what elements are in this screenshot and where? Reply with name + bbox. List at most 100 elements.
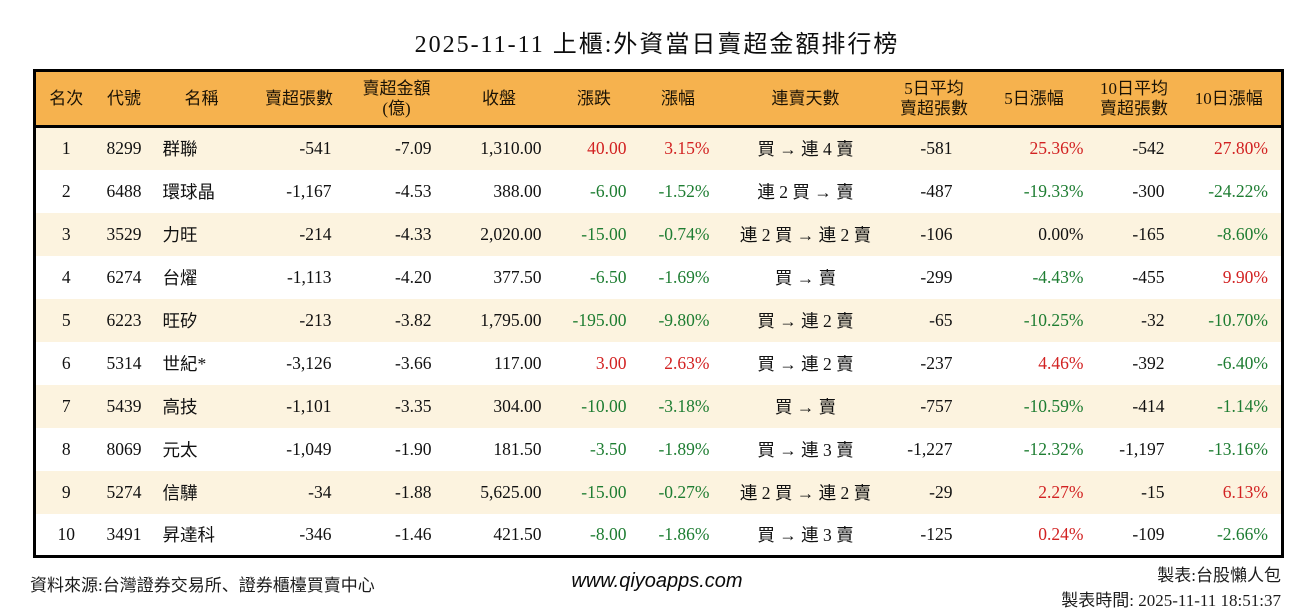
cell-code: 3529 [106,223,142,244]
cell-sell-volume: -214 [299,223,332,244]
cell-pct5: -19.33% [1023,180,1084,201]
cell-streak: 買 → 連 2 賣 [757,353,854,374]
cell-pct5: -4.43% [1032,266,1084,287]
cell-code: 5314 [106,352,142,373]
cell-streak: 買 → 連 4 賣 [757,139,854,160]
cell-change: 3.00 [595,352,627,373]
cell-name: 昇達科 [162,524,216,545]
cell-change: -6.00 [590,180,627,201]
cell-change-pct: -0.27% [658,481,710,502]
cell-change-pct: -0.74% [658,223,710,244]
cell-sell-amount: -3.66 [395,352,432,373]
col-rank: 名次 [34,70,97,128]
cell-pct5: 0.00% [1038,223,1084,244]
cell-change-pct: -1.89% [658,438,710,459]
cell-name: 旺矽 [162,310,198,331]
cell-pct5: 4.46% [1038,352,1084,373]
cell-close: 388.00 [493,180,542,201]
cell-name: 群聯 [162,139,198,160]
cell-avg5: -581 [920,138,953,159]
cell-pct10: -2.66% [1216,523,1268,544]
cell-avg10: -542 [1132,138,1165,159]
cell-sell-volume: -3,126 [286,352,332,373]
col-avg10: 10日平均 賣超張數 [1091,70,1177,128]
table-body: 1 8299 群聯 -541 -7.09 1,310.00 40.00 3.15… [34,126,1283,557]
col-pct10: 10日漲幅 [1176,70,1283,128]
cell-sell-volume: -1,113 [286,266,332,287]
table-header-row: 名次 代號 名稱 賣超張數 賣超金額 (億) 收盤 漲跌 漲幅 連賣天數 5日平均 賣超張數 5日漲… [34,70,1283,128]
col-change-pct: 漲幅 [636,70,720,128]
cell-avg5: -487 [920,180,953,201]
cell-streak: 買 → 連 3 賣 [757,524,854,545]
cell-close: 117.00 [494,352,542,373]
table-row: 10 3491 昇達科 -346 -1.46 421.50 -8.00 -1.8… [34,513,1283,557]
cell-sell-amount: -1.46 [395,523,432,544]
cell-name: 力旺 [162,224,198,245]
cell-rank: 10 [57,523,76,544]
cell-name: 環球晶 [162,181,216,202]
cell-change-pct: 3.15% [664,138,710,159]
col-close: 收盤 [446,70,552,128]
cell-pct5: -10.25% [1023,309,1084,330]
cell-pct10: -13.16% [1208,438,1268,459]
cell-rank: 3 [61,223,71,244]
cell-pct10: -6.40% [1216,352,1268,373]
col-name: 名稱 [151,70,252,128]
footer: 資料來源:台灣證券交易所、證券櫃檯買賣中心 www.qiyoapps.com 製… [0,563,1314,612]
cell-avg10: -392 [1132,352,1165,373]
cell-sell-amount: -4.20 [395,266,432,287]
cell-close: 5,625.00 [480,481,542,502]
table-row: 1 8299 群聯 -541 -7.09 1,310.00 40.00 3.15… [34,126,1283,170]
cell-name: 世紀* [162,353,207,374]
cell-sell-amount: -1.90 [395,438,432,459]
cell-pct10: -24.22% [1208,180,1268,201]
cell-rank: 6 [61,352,71,373]
cell-pct5: 2.27% [1038,481,1084,502]
cell-avg10: -32 [1141,309,1165,330]
cell-sell-amount: -4.53 [395,180,432,201]
col-code: 代號 [96,70,152,128]
cell-rank: 9 [61,481,71,502]
cell-pct10: 9.90% [1222,266,1268,287]
table-row: 6 5314 世紀* -3,126 -3.66 117.00 3.00 2.63… [34,341,1283,385]
cell-change-pct: -1.69% [658,266,710,287]
cell-sell-volume: -346 [299,523,332,544]
cell-avg10: -15 [1141,481,1165,502]
cell-rank: 4 [61,266,71,287]
cell-change-pct: 2.63% [664,352,710,373]
cell-code: 8299 [106,138,142,159]
cell-streak: 買 → 賣 [774,396,837,417]
cell-rank: 5 [61,309,71,330]
cell-change-pct: -1.86% [658,523,710,544]
cell-close: 1,310.00 [480,138,542,159]
website-url: www.qiyoapps.com [571,570,743,592]
cell-close: 1,795.00 [480,309,542,330]
cell-avg10: -109 [1132,523,1165,544]
cell-close: 377.50 [493,266,542,287]
table-row: 8 8069 元太 -1,049 -1.90 181.50 -3.50 -1.8… [34,427,1283,471]
cell-change: -15.00 [581,481,627,502]
cell-sell-volume: -1,049 [286,438,332,459]
table-row: 4 6274 台燿 -1,113 -4.20 377.50 -6.50 -1.6… [34,255,1283,299]
cell-change: -195.00 [572,309,627,330]
col-streak: 連賣天數 [719,70,892,128]
cell-change-pct: -3.18% [658,395,710,416]
cell-avg10: -300 [1132,180,1165,201]
credit-timestamp: 製表時間: 2025-11-11 18:51:37 [1061,591,1281,610]
cell-sell-amount: -1.88 [395,481,432,502]
cell-code: 6274 [106,266,142,287]
cell-code: 3491 [106,523,142,544]
cell-close: 304.00 [493,395,542,416]
cell-close: 421.50 [493,523,542,544]
page-title: 2025-11-11 上櫃:外資當日賣超金額排行榜 [414,32,900,58]
cell-rank: 8 [61,438,71,459]
cell-pct5: 0.24% [1038,523,1084,544]
cell-avg5: -125 [920,523,953,544]
col-pct5: 5日漲幅 [976,70,1092,128]
cell-avg5: -29 [929,481,953,502]
cell-name: 台燿 [162,267,198,288]
cell-sell-amount: -7.09 [395,138,432,159]
cell-streak: 連 2 買 → 連 2 賣 [739,224,872,245]
table-row: 7 5439 高技 -1,101 -3.35 304.00 -10.00 -3.… [34,384,1283,428]
